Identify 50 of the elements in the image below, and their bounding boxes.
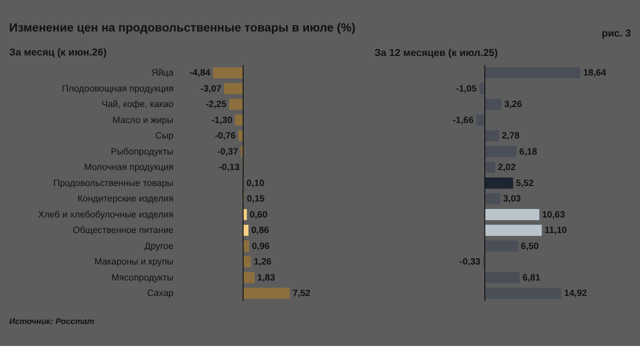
y-tick-label: Хлеб и хлебобулочные изделия	[38, 209, 174, 220]
data-label: 2,02	[498, 162, 516, 172]
data-label: 0,10	[246, 178, 264, 188]
y-tick-label: Общественное питание	[72, 225, 174, 236]
data-label: -2,25	[206, 99, 226, 110]
data-label: -1,66	[452, 114, 474, 125]
data-label: 1,83	[257, 272, 276, 282]
chart-subtitle: За 12 месяцев (к июл.25)	[374, 48, 498, 59]
data-label: 1,26	[254, 256, 272, 267]
data-label: -0,37	[217, 146, 238, 156]
y-tick-label: Масло и жиры	[112, 114, 174, 125]
data-label: -1,30	[211, 114, 232, 125]
chart-title: Изменение цен на продовольственные товары в июле (%)	[9, 20, 356, 35]
data-label: 3,03	[503, 194, 521, 204]
data-label: 2,78	[502, 130, 520, 141]
data-label: 6,81	[522, 272, 540, 282]
y-tick-label: Молочная продукция	[84, 162, 174, 172]
y-tick-label: Чай, кофе, какао	[102, 99, 174, 110]
data-label: -1,05	[456, 83, 477, 94]
text: За месяц (к июн.26)	[9, 47, 107, 58]
y-tick-label: Сахар	[147, 288, 174, 298]
y-tick-label: Плодоовощная продукция	[62, 83, 174, 94]
y-tick-label: Мясопродукты	[112, 272, 174, 282]
data-label: -4,84	[189, 68, 212, 78]
y-tick-label: Продовольственные товары	[53, 178, 174, 188]
y-tick-label: Макароны и крупы	[94, 256, 174, 267]
y-tick-label: Кондитерские изделия	[77, 194, 174, 204]
data-label: -0,76	[214, 130, 236, 141]
data-label: 0,86	[251, 225, 270, 236]
data-label: 0,15	[246, 194, 265, 204]
data-label: 7,52	[292, 288, 310, 298]
data-label: 3,26	[504, 99, 522, 110]
data-label: -0,33	[460, 256, 480, 267]
text: рис. 3	[602, 28, 632, 40]
data-label: 18,64	[583, 68, 607, 78]
data-label: -0,13	[218, 162, 240, 172]
data-label: 14,92	[564, 288, 587, 298]
data-label: 0,96	[252, 240, 270, 251]
data-label: 6,50	[520, 240, 539, 251]
data-label: 5,52	[516, 178, 534, 188]
data-label: 6,18	[519, 146, 538, 156]
data-label: 11,10	[544, 225, 567, 236]
data-label: 0,60	[250, 209, 268, 220]
y-tick-label: Рыбопродукты	[110, 146, 174, 156]
text: Источник: Росстат	[9, 317, 94, 326]
y-tick-label: Сыр	[155, 130, 174, 141]
data-label: 10,63	[542, 209, 565, 220]
data-label: -3,07	[200, 83, 222, 94]
y-tick-label: Другое	[144, 240, 174, 251]
y-tick-label: Яйца	[151, 68, 174, 78]
